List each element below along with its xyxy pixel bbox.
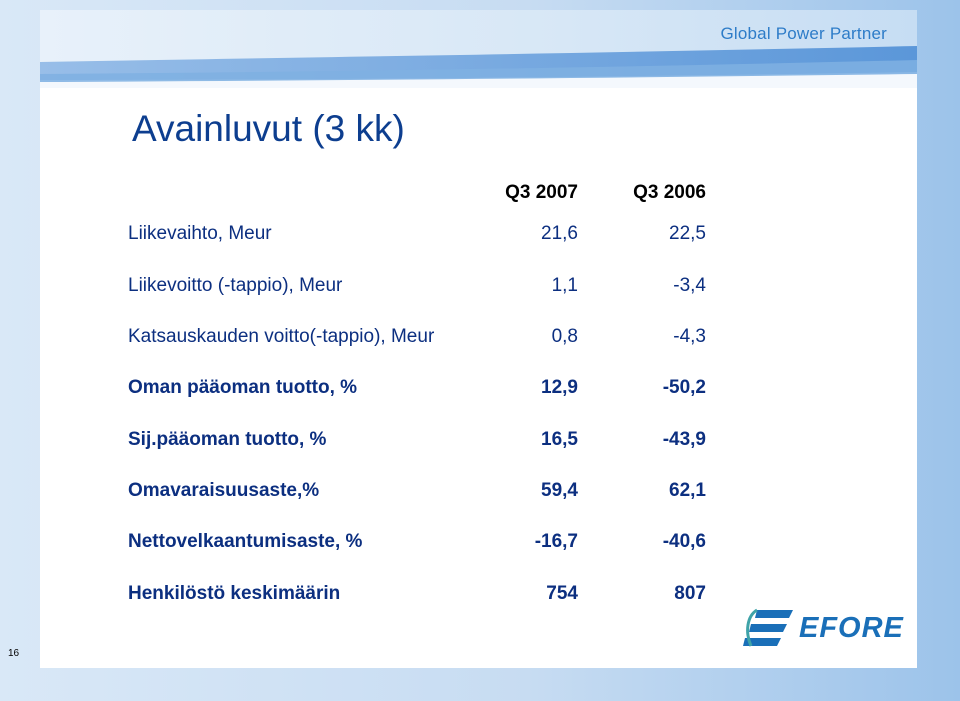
value-q3-2006: -40,6: [662, 531, 706, 552]
row-label: Liikevoitto (-tappio), Meur: [128, 275, 343, 296]
value-q3-2006: -4,3: [673, 326, 706, 347]
value-q3-2006: 807: [674, 583, 706, 604]
brand-tagline: Global Power Partner: [720, 24, 887, 43]
efore-logo-icon: [743, 608, 793, 647]
row-label: Katsauskauden voitto(-tappio), Meur: [128, 326, 435, 347]
table-row: Katsauskauden voitto(-tappio), Meur 0,8 …: [128, 326, 748, 354]
value-q3-2007: 0,8: [551, 326, 578, 347]
value-q3-2006: 22,5: [669, 223, 706, 244]
value-q3-2007: 16,5: [541, 429, 578, 450]
value-q3-2007: 59,4: [541, 480, 578, 501]
column-header-q3-2006: Q3 2006: [633, 182, 706, 203]
value-q3-2006: -43,9: [662, 429, 706, 450]
row-label: Omavaraisuusaste,%: [128, 480, 320, 501]
header-band: Global Power Partner: [40, 10, 917, 88]
value-q3-2007: 754: [546, 583, 578, 604]
value-q3-2007: -16,7: [534, 531, 578, 552]
row-label: Sij.pääoman tuotto, %: [128, 429, 327, 450]
value-q3-2006: 62,1: [669, 480, 706, 501]
slide-content: Global Power Partner Avainluvut (3 kk) Q…: [40, 10, 917, 668]
column-header-q3-2007: Q3 2007: [505, 182, 578, 203]
table-row: Henkilöstö keskimäärin 754 807: [128, 583, 748, 611]
row-label: Liikevaihto, Meur: [128, 223, 272, 244]
page-title: Avainluvut (3 kk): [132, 108, 405, 149]
value-q3-2007: 12,9: [541, 377, 578, 398]
table-row: Liikevaihto, Meur 21,6 22,5: [128, 223, 748, 251]
row-label: Henkilöstö keskimäärin: [128, 583, 341, 604]
value-q3-2007: 21,6: [541, 223, 578, 244]
table-row: Nettovelkaantumisaste, % -16,7 -40,6: [128, 531, 748, 559]
table-row: Omavaraisuusaste,% 59,4 62,1: [128, 480, 748, 508]
efore-logo: EFORE: [743, 608, 903, 650]
table-row: Oman pääoman tuotto, % 12,9 -50,2: [128, 377, 748, 405]
value-q3-2006: -3,4: [673, 275, 706, 296]
table-row: Sij.pääoman tuotto, % 16,5 -43,9: [128, 429, 748, 457]
value-q3-2007: 1,1: [551, 275, 578, 296]
row-label: Oman pääoman tuotto, %: [128, 377, 358, 398]
page-number: 16: [8, 648, 20, 659]
table-row: Liikevoitto (-tappio), Meur 1,1 -3,4: [128, 275, 748, 303]
row-label: Nettovelkaantumisaste, %: [128, 531, 363, 552]
value-q3-2006: -50,2: [662, 377, 706, 398]
header-wave: [40, 10, 917, 88]
logo-wordmark: EFORE: [799, 612, 904, 644]
